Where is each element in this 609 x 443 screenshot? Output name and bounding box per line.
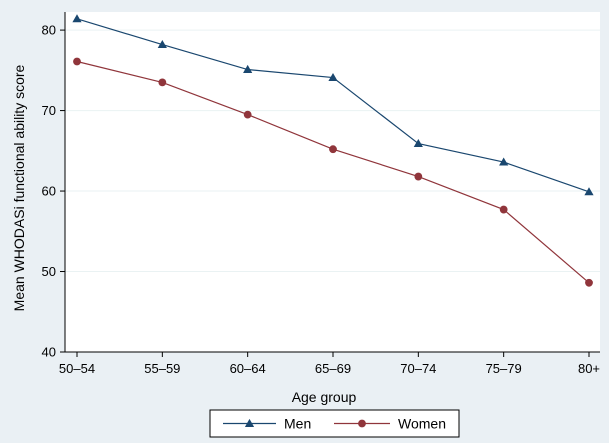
x-tick-label: 50–54: [59, 361, 95, 376]
data-point-men: [243, 64, 253, 73]
x-tick-label: 75–79: [486, 361, 522, 376]
legend-marker-women: [358, 419, 366, 428]
legend-marker-men: [244, 418, 255, 427]
data-point-men: [328, 72, 338, 82]
legend: Men Women: [209, 409, 460, 438]
y-tick-label: 50: [42, 264, 56, 279]
data-point-women: [585, 278, 593, 287]
axes: [60, 12, 600, 357]
data-point-women: [158, 78, 167, 87]
data-point-men: [499, 157, 509, 166]
x-tick-label: 65–69: [315, 361, 351, 376]
data-point-men: [584, 187, 594, 196]
x-tick-label: 80+: [578, 361, 600, 376]
y-tick-label: 80: [42, 23, 56, 38]
x-tick-label: 55–59: [144, 361, 180, 376]
data-point-women: [329, 145, 337, 154]
data-point-men: [413, 138, 423, 148]
plot-area: [65, 12, 600, 352]
x-tick-label: 60–64: [230, 361, 266, 376]
y-tick-label: 70: [42, 103, 56, 118]
y-axis-title: Mean WHODASi functional ability score: [11, 64, 27, 311]
x-tick-label: 70–74: [400, 361, 436, 376]
data-point-men: [157, 39, 167, 49]
series-women: [73, 57, 593, 287]
series-group: [72, 14, 594, 287]
series-men: [72, 14, 594, 196]
data-point-women: [499, 205, 508, 214]
data-point-men: [72, 14, 82, 23]
data-point-women: [414, 172, 423, 181]
x-axis-title: Age group: [292, 389, 357, 405]
tick-labels: 40 50 60 70 80 50–54 55–59 60–64 65–69 70–74 75–79…: [42, 23, 601, 376]
data-point-women: [243, 110, 252, 119]
data-point-women: [73, 57, 81, 66]
y-tick-label: 40: [42, 345, 56, 360]
legend-label-men: Men: [284, 416, 311, 432]
y-tick-label: 60: [42, 184, 56, 199]
legend-label-women: Women: [398, 416, 446, 432]
